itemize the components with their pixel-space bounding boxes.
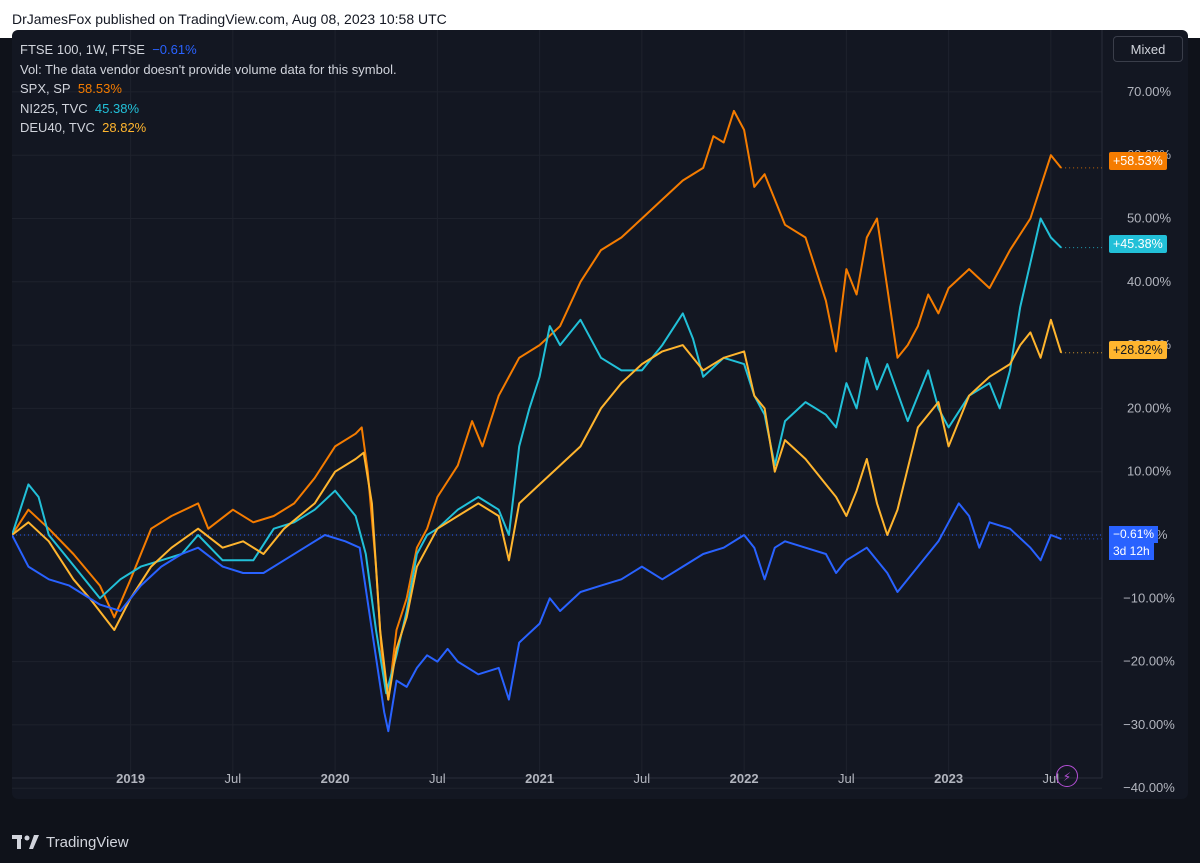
y-tick-label-0: 70.00% (1127, 84, 1172, 99)
y-tick-label-8: −10.00% (1123, 590, 1175, 605)
y-tick-label-2: 50.00% (1127, 211, 1172, 226)
y-tick-label-11: −40.00% (1123, 780, 1175, 795)
x-tick-label-7: Jul (838, 771, 855, 786)
lightning-icon[interactable]: ⚡ (1056, 765, 1078, 787)
series-line-deu40 (12, 318, 1063, 701)
x-tick-label-9: Jul (1043, 771, 1060, 786)
series-line-ni225 (12, 217, 1062, 695)
x-tick-label-2: 2020 (321, 771, 350, 786)
x-tick-label-1: Jul (225, 771, 242, 786)
tradingview-logo-icon (12, 834, 39, 849)
series-line-ftse-100 (12, 502, 1062, 733)
legend-ftse[interactable]: FTSE 100, 1W, FTSE −0.61% (20, 40, 397, 60)
deu40-last-value-badge: +28.82% (1109, 341, 1167, 359)
x-tick-label-4: 2021 (525, 771, 554, 786)
bar-countdown: 3d 12h (1109, 543, 1154, 560)
legend: FTSE 100, 1W, FTSE −0.61% Vol: The data … (20, 40, 397, 138)
legend-deu40-value: 28.82% (102, 120, 147, 135)
y-tick-label-3: 40.00% (1127, 274, 1172, 289)
scale-mode-button[interactable]: Mixed (1113, 36, 1183, 62)
publisher-text: DrJamesFox published on TradingView.com,… (12, 11, 447, 27)
price-chart[interactable]: 70.00%60.00%50.00%40.00%30.00%20.00%10.0… (12, 30, 1188, 799)
footer (0, 826, 1200, 863)
legend-deu40-symbol: DEU40, TVC (20, 120, 95, 135)
legend-ni225[interactable]: NI225, TVC 45.38% (20, 99, 397, 119)
series-line-spx (12, 109, 1062, 701)
ftse-last-value-badge: −0.61% (1109, 526, 1159, 543)
legend-spx-value: 58.53% (77, 81, 122, 96)
legend-ni225-value: 45.38% (94, 100, 140, 116)
legend-spx-symbol: SPX, SP (20, 81, 71, 96)
x-tick-label-6: 2022 (730, 771, 759, 786)
x-tick-label-5: Jul (634, 771, 651, 786)
x-tick-label-3: Jul (429, 771, 446, 786)
chart-area[interactable]: 70.00%60.00%50.00%40.00%30.00%20.00%10.0… (12, 30, 1188, 799)
ni225-last-value-badge: +45.38% (1109, 235, 1167, 253)
y-tick-label-10: −30.00% (1123, 717, 1175, 732)
x-tick-label-8: 2023 (934, 771, 963, 786)
y-tick-label-9: −20.00% (1123, 654, 1175, 669)
legend-deu40[interactable]: DEU40, TVC 28.82% (20, 118, 397, 138)
legend-volume-note: Vol: The data vendor doesn't provide vol… (20, 61, 397, 77)
spx-last-value-badge: +58.53% (1109, 152, 1167, 170)
legend-ni225-symbol: NI225, TVC (20, 100, 88, 116)
legend-spx[interactable]: SPX, SP 58.53% (20, 79, 397, 99)
brand-name: TradingView (46, 834, 129, 851)
y-tick-label-6: 10.00% (1127, 464, 1172, 479)
y-tick-label-5: 20.00% (1127, 400, 1172, 415)
x-tick-label-0: 2019 (116, 771, 145, 786)
legend-ftse-value: −0.61% (152, 42, 197, 57)
legend-ftse-symbol: FTSE 100, 1W, FTSE (20, 42, 145, 57)
tradingview-brand[interactable]: TradingView (12, 834, 129, 851)
